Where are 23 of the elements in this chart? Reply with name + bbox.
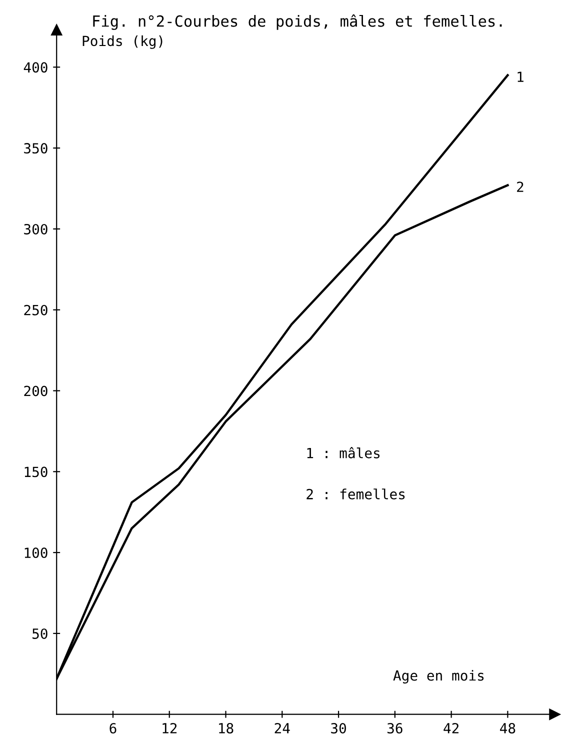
x-tick-label: 12 — [162, 722, 177, 734]
annotation: 1 : mâles — [307, 447, 380, 458]
y-tick-label: 200 — [24, 386, 48, 396]
x-tick-label: 6 — [110, 722, 116, 734]
x-tick-label: 48 — [500, 722, 516, 734]
y-tick-label: 400 — [24, 62, 48, 73]
x-tick-label: 42 — [444, 722, 458, 734]
x-tick-label: 36 — [387, 722, 402, 734]
x-axis-title: Age en mois — [393, 670, 484, 684]
x-tick-label: 18 — [219, 722, 234, 734]
annotation: 2 : femelles — [306, 488, 405, 500]
x-tick-label: 24 — [274, 722, 290, 734]
series-label: 1 — [518, 72, 524, 82]
series-label: 2 — [517, 182, 524, 192]
x-tick-label: 30 — [331, 722, 346, 734]
y-tick-label: 150 — [24, 466, 48, 478]
y-tick-label: 300 — [24, 224, 48, 234]
y-tick-label: 250 — [24, 304, 48, 316]
chart-title: Fig. n°2-Courbes de poids, mâles et femelles. — [93, 14, 502, 30]
y-tick-label: 50 — [32, 628, 48, 639]
y-tick-label: 350 — [24, 143, 48, 154]
y-axis-title: Poids (kg) — [82, 35, 162, 49]
y-tick-label: 100 — [24, 548, 48, 558]
